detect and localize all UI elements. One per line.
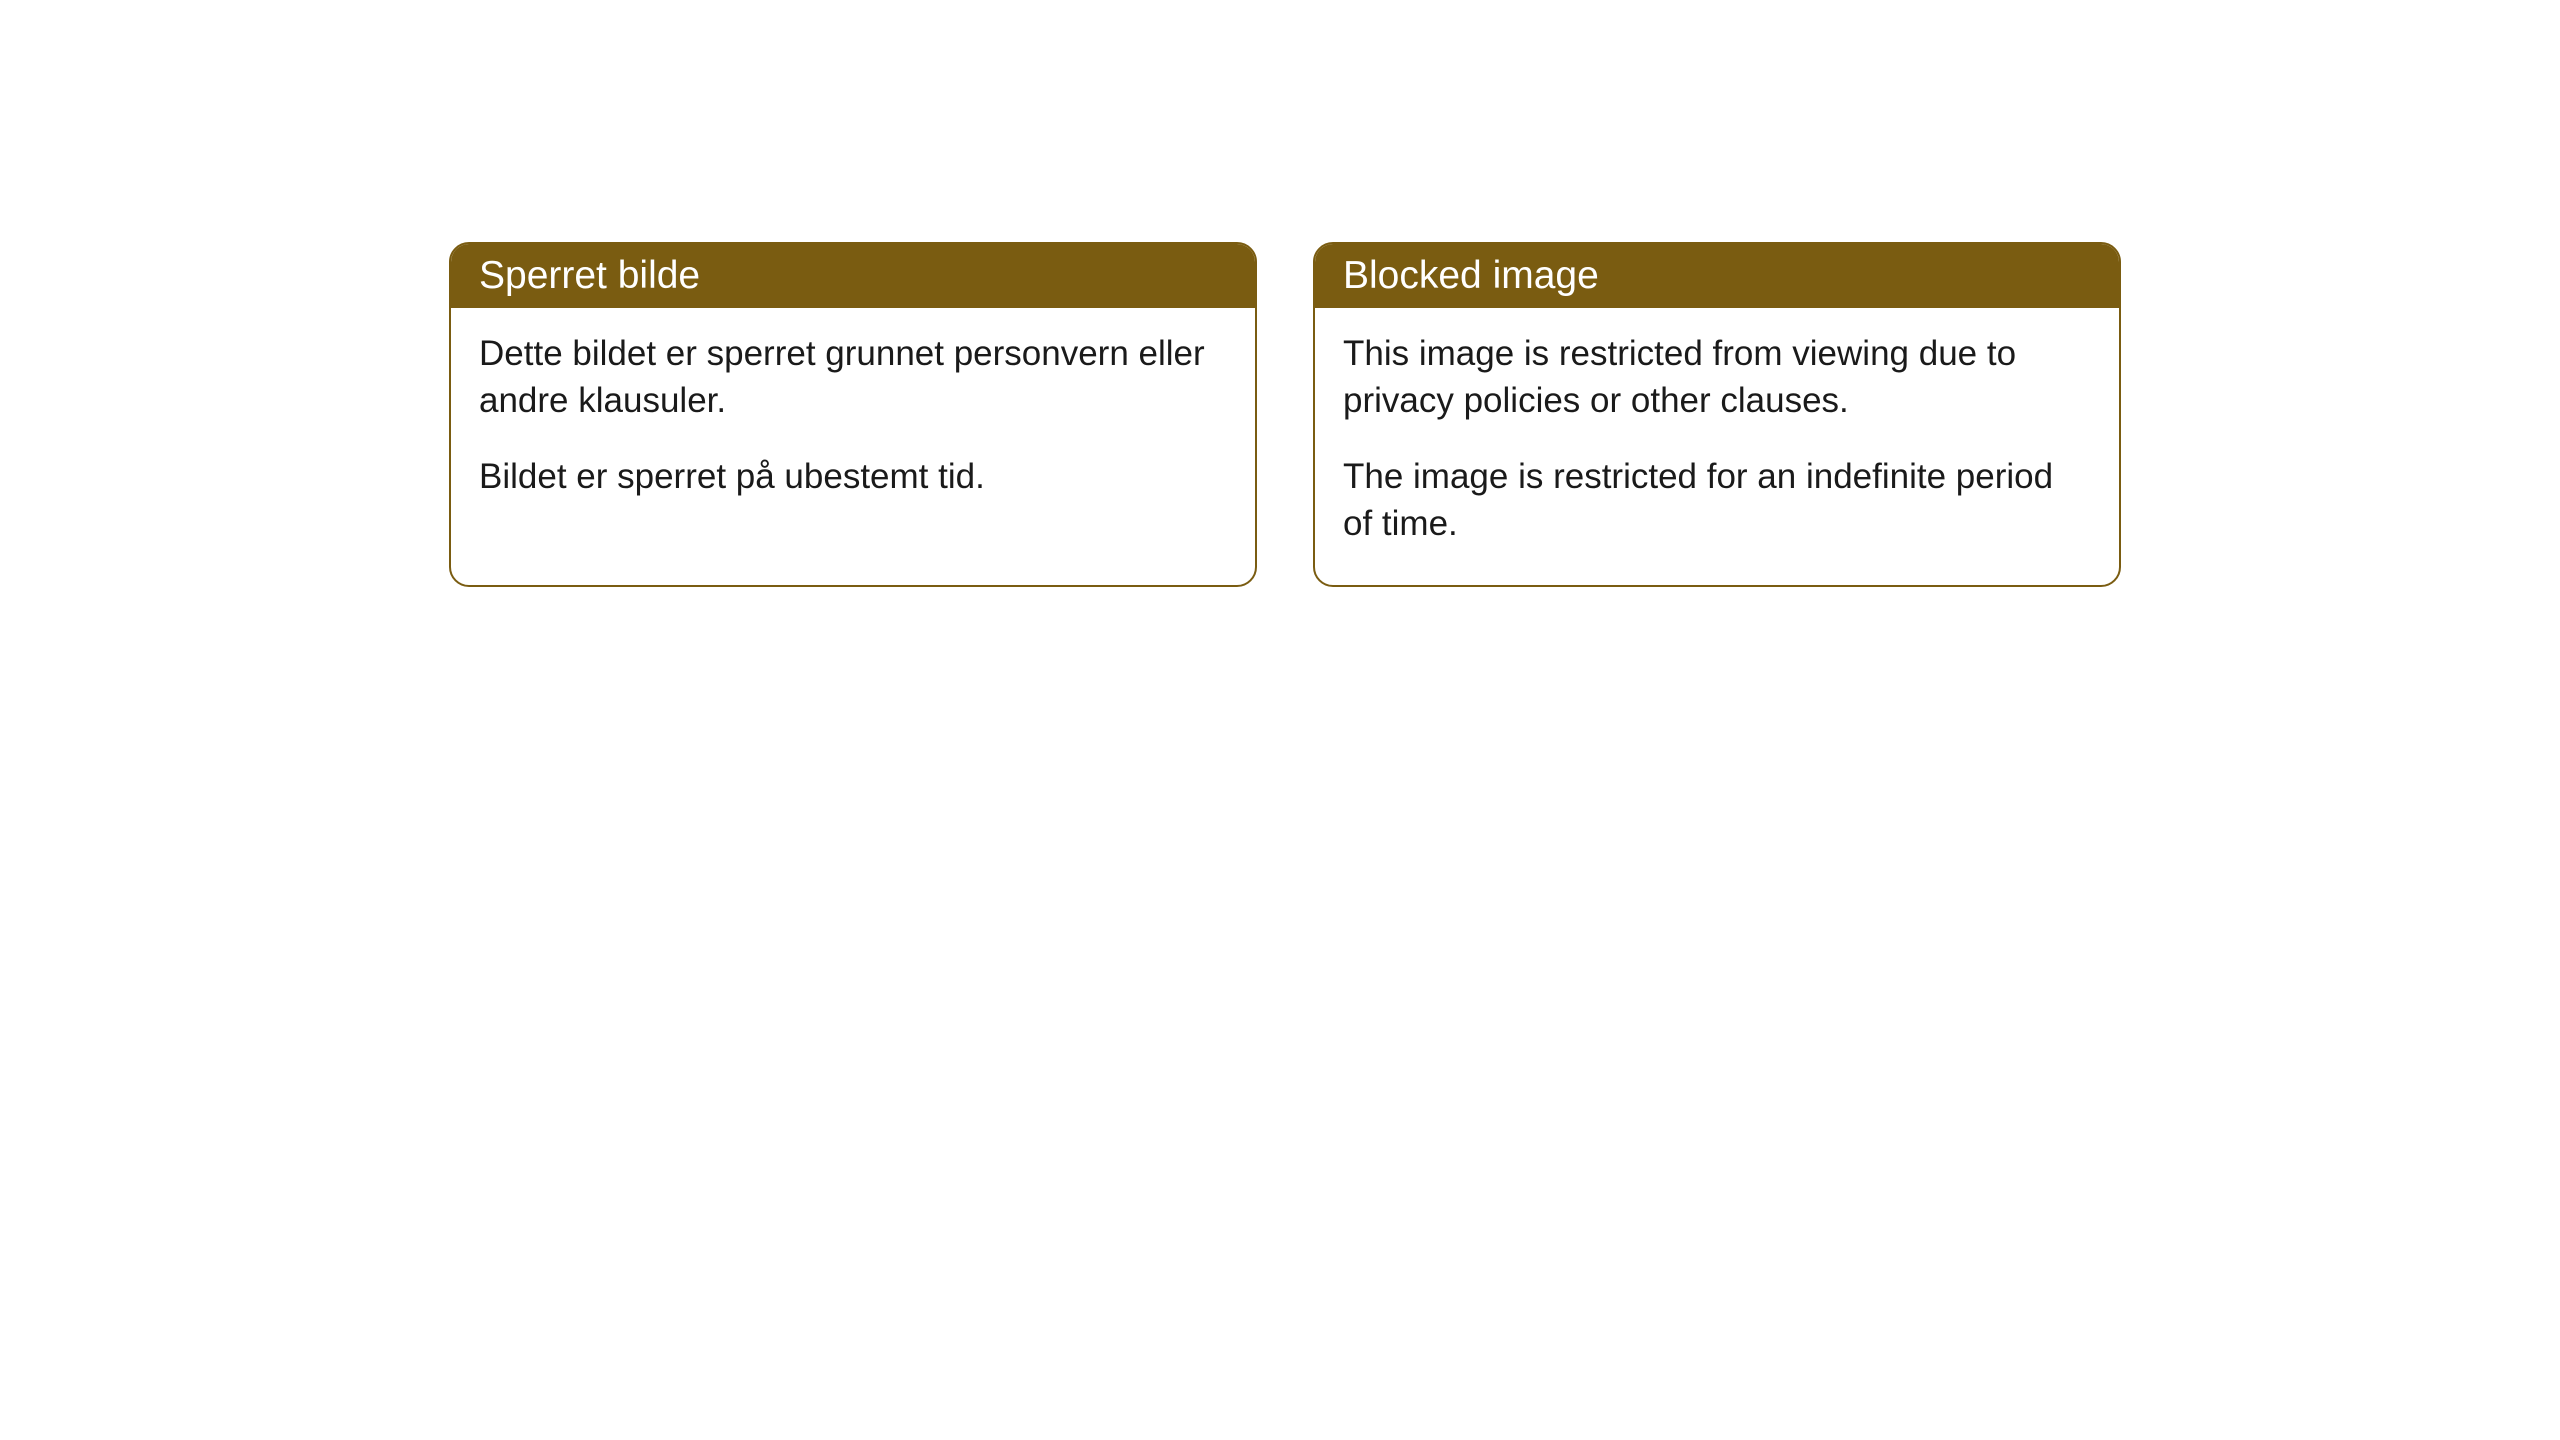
card-paragraph-2: The image is restricted for an indefinit… [1343,453,2091,548]
card-body: This image is restricted from viewing du… [1315,308,2119,585]
card-paragraph-2: Bildet er sperret på ubestemt tid. [479,453,1227,500]
blocked-image-card-english: Blocked image This image is restricted f… [1313,242,2121,587]
card-paragraph-1: Dette bildet er sperret grunnet personve… [479,330,1227,425]
card-header: Blocked image [1315,244,2119,308]
card-body: Dette bildet er sperret grunnet personve… [451,308,1255,538]
blocked-image-card-norwegian: Sperret bilde Dette bildet er sperret gr… [449,242,1257,587]
card-paragraph-1: This image is restricted from viewing du… [1343,330,2091,425]
card-header: Sperret bilde [451,244,1255,308]
cards-container: Sperret bilde Dette bildet er sperret gr… [449,242,2121,587]
